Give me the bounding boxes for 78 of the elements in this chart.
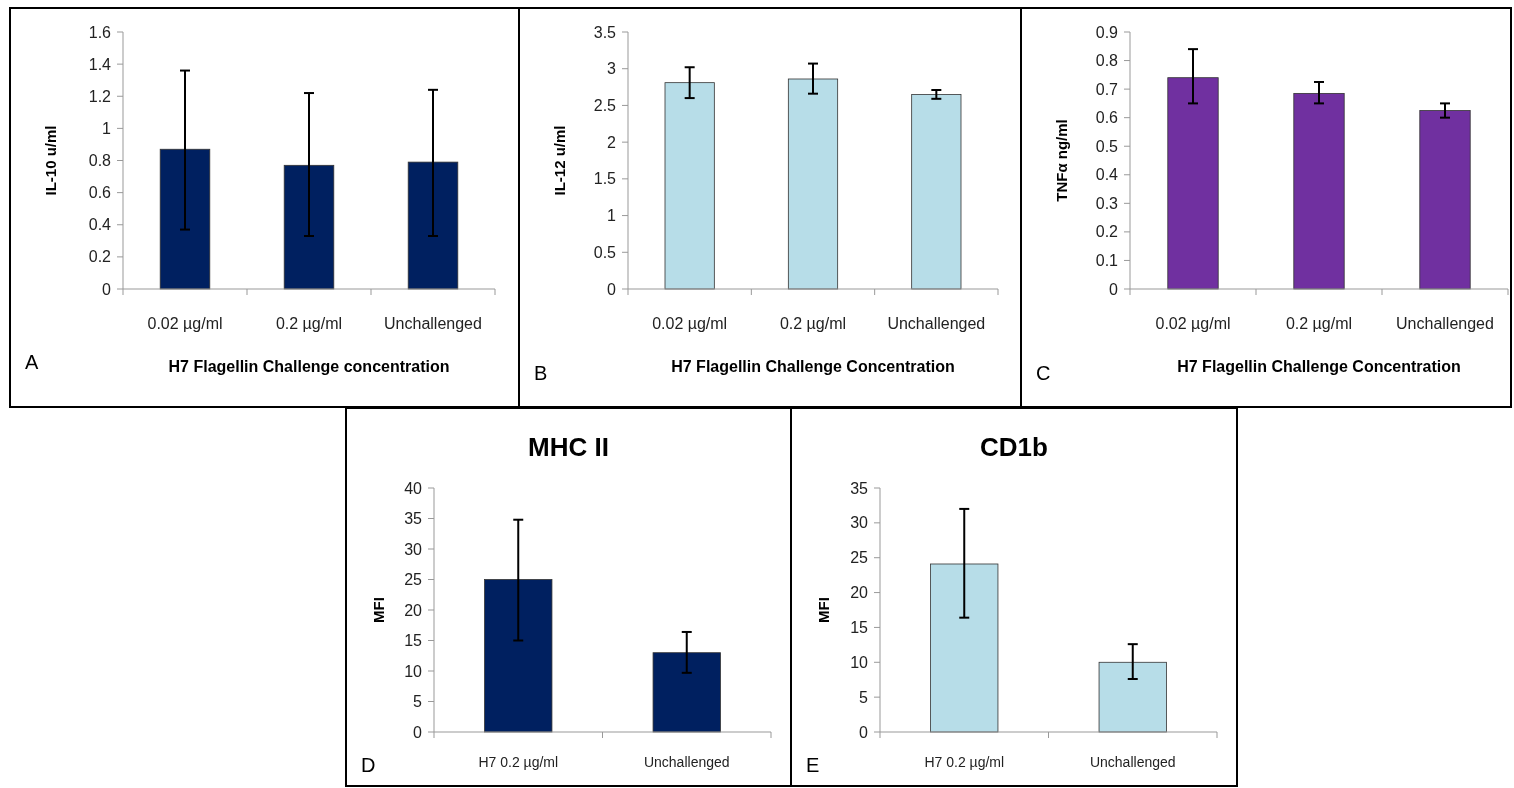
y-tick-label: 0.1 <box>1095 252 1119 270</box>
text: E <box>806 754 820 776</box>
bar <box>283 164 335 290</box>
y-tick-label: 0.6 <box>1095 109 1119 127</box>
y-tick-label: 0.8 <box>1095 52 1119 70</box>
y-axis-title: IL-10 u/ml <box>42 125 59 196</box>
x-tick-label: 0.02 µg/ml <box>147 314 223 332</box>
x-tick-label: Unchallenged <box>1089 753 1176 770</box>
y-tick-label: 0.5 <box>1095 137 1119 155</box>
y-tick-label: 5 <box>859 688 869 706</box>
x-tick-label: Unchallenged <box>1396 314 1494 332</box>
x-tick-label: Unchallenged <box>384 314 482 332</box>
bar <box>407 161 459 290</box>
x-tick-label: 0.2 µg/ml <box>779 314 847 332</box>
chart-title: CD1b <box>980 432 1048 462</box>
y-tick-label: 1.5 <box>593 170 617 188</box>
text: D <box>361 754 376 776</box>
y-tick-label: 0.9 <box>1095 23 1119 41</box>
y-tick-label: 20 <box>404 601 423 619</box>
y-tick-label: 2.5 <box>593 97 617 115</box>
y-tick-label: 0.8 <box>88 152 112 170</box>
y-tick-label: 10 <box>404 662 423 680</box>
x-tick-label: H7 0.2 µg/ml <box>924 753 1005 770</box>
bar <box>1419 110 1471 290</box>
y-tick-label: 2 <box>607 133 617 151</box>
x-tick-label: 0.02 µg/ml <box>652 314 728 332</box>
chart-title: MHC II <box>528 432 609 462</box>
x-tick-label: 0.2 µg/ml <box>275 314 343 332</box>
x-tick-label: 0.2 µg/ml <box>1285 314 1353 332</box>
y-tick-label: 0.6 <box>88 184 112 202</box>
y-tick-label: 5 <box>413 693 423 711</box>
x-tick-label: Unchallenged <box>643 753 730 770</box>
x-tick-label: H7 0.2 µg/ml <box>478 753 559 770</box>
y-tick-label: 0.3 <box>1095 194 1119 212</box>
x-tick-label: Unchallenged <box>887 314 986 332</box>
y-tick-label: 0.2 <box>1095 223 1119 241</box>
y-tick-label: 35 <box>404 510 423 528</box>
y-axis-title: MFI <box>370 597 387 623</box>
y-tick-label: 1 <box>102 119 112 137</box>
y-tick-label: 0 <box>1109 280 1119 298</box>
y-tick-label: 3.5 <box>593 23 617 41</box>
bar <box>1293 92 1345 290</box>
y-axis-title: MFI <box>815 597 832 623</box>
y-tick-label: 0.4 <box>1095 166 1119 184</box>
y-tick-label: 15 <box>404 632 423 650</box>
y-tick-label: 0 <box>413 723 423 741</box>
text: C <box>1036 362 1051 384</box>
y-tick-label: 0 <box>859 723 869 741</box>
y-tick-label: 1.6 <box>88 23 112 41</box>
y-tick-label: 1.4 <box>88 55 112 73</box>
x-axis-title: H7 Flagellin Challenge Concentration <box>671 357 955 375</box>
y-axis-title: IL-12 u/ml <box>551 125 568 196</box>
y-tick-label: 0.7 <box>1095 80 1119 98</box>
y-tick-label: 10 <box>850 653 869 671</box>
y-tick-label: 0 <box>102 280 112 298</box>
text: A <box>25 351 39 373</box>
bar <box>159 148 211 290</box>
x-tick-label: 0.02 µg/ml <box>1155 314 1231 332</box>
y-tick-label: 0.2 <box>88 248 112 266</box>
y-axis-title: TNFα ng/ml <box>1053 119 1070 202</box>
bar <box>1167 77 1219 290</box>
text: B <box>534 362 548 384</box>
y-tick-label: 40 <box>404 479 423 497</box>
y-tick-label: 0.4 <box>88 216 112 234</box>
y-tick-label: 0 <box>607 280 617 298</box>
y-tick-label: 3 <box>607 60 617 78</box>
y-tick-label: 35 <box>850 479 869 497</box>
x-axis-title: H7 Flagellin Challenge concentration <box>168 357 450 375</box>
y-tick-label: 0.5 <box>593 243 617 261</box>
y-tick-label: 30 <box>404 540 423 558</box>
y-tick-label: 30 <box>850 514 869 532</box>
y-tick-label: 1 <box>607 207 617 225</box>
y-tick-label: 20 <box>850 584 869 602</box>
x-axis-title: H7 Flagellin Challenge Concentration <box>1177 357 1461 375</box>
y-tick-label: 15 <box>850 619 869 637</box>
y-tick-label: 25 <box>404 571 423 589</box>
y-tick-label: 25 <box>850 549 869 567</box>
y-tick-label: 1.2 <box>88 87 112 105</box>
